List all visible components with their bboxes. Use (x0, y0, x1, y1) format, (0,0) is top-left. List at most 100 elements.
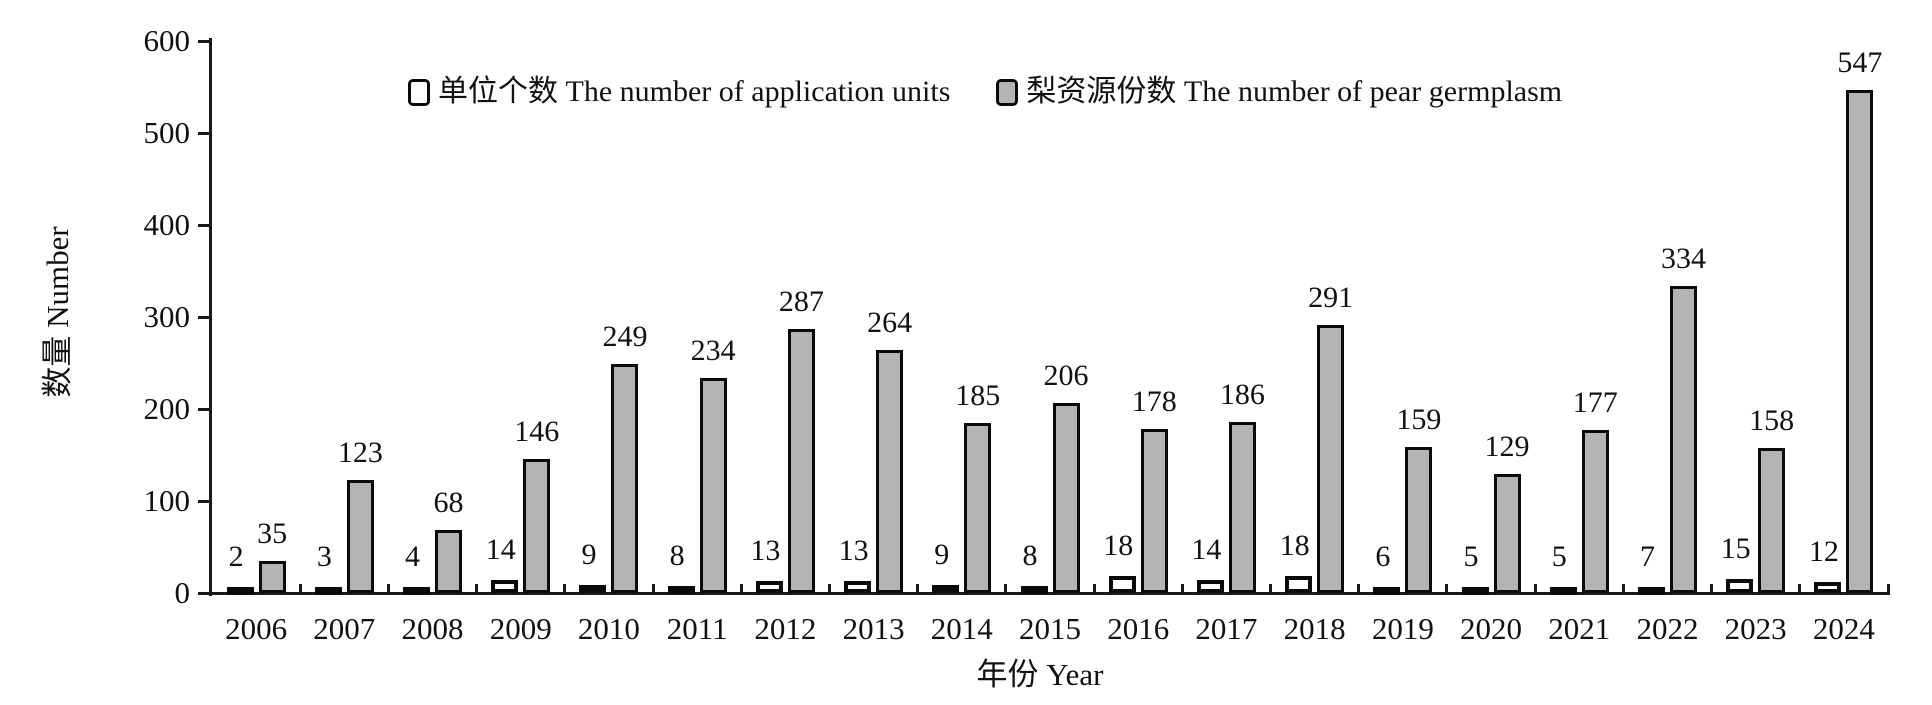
bar-units-2007 (314, 587, 342, 595)
bar-units-2020 (1461, 587, 1489, 595)
year-tick-label-2010: 2010 (577, 611, 640, 646)
value-label-germplasm-2009: 146 (514, 414, 560, 448)
bar-units-2018 (1285, 576, 1313, 593)
value-label-units-2007: 3 (316, 540, 332, 573)
value-label-germplasm-2017: 186 (1219, 377, 1265, 411)
value-label-germplasm-2021: 177 (1572, 386, 1618, 420)
year-tick-label-2018: 2018 (1283, 611, 1346, 646)
x-tick (1180, 584, 1184, 593)
value-label-germplasm-2022: 334 (1660, 241, 1706, 275)
value-label-germplasm-2019: 159 (1396, 402, 1442, 436)
x-tick (1445, 584, 1449, 593)
bar-units-2015 (1020, 585, 1048, 594)
bar-units-2019 (1373, 587, 1401, 595)
x-tick (1886, 584, 1890, 593)
value-label-units-2009: 14 (485, 533, 516, 567)
value-label-units-2012: 13 (750, 534, 781, 568)
bar-units-2008 (403, 587, 431, 595)
bar-germplasm-2014 (964, 422, 992, 593)
bar-units-2017 (1196, 580, 1224, 593)
x-tick (1357, 584, 1361, 593)
value-label-units-2018: 18 (1279, 529, 1310, 563)
year-tick-label-2014: 2014 (930, 611, 993, 646)
y-tick-label: 0 (174, 575, 191, 610)
value-label-germplasm-2006: 35 (257, 516, 288, 550)
y-tick-label: 500 (143, 115, 191, 150)
value-label-germplasm-2012: 287 (778, 284, 824, 318)
year-tick-label-2015: 2015 (1018, 611, 1081, 646)
value-label-units-2014: 9 (934, 537, 950, 571)
value-label-units-2024: 12 (1808, 534, 1839, 568)
value-label-units-2021: 5 (1551, 540, 1567, 573)
bar-germplasm-2011 (699, 377, 727, 593)
value-label-units-2019: 6 (1375, 540, 1391, 573)
value-label-germplasm-2016: 178 (1131, 385, 1177, 419)
year-tick-label-2007: 2007 (313, 611, 376, 646)
value-label-germplasm-2010: 249 (602, 319, 648, 353)
value-label-units-2008: 4 (405, 540, 421, 573)
x-tick (475, 584, 479, 593)
value-label-germplasm-2008: 68 (433, 486, 464, 520)
y-tick (198, 499, 209, 503)
value-label-germplasm-2011: 234 (690, 333, 736, 367)
year-tick-label-2024: 2024 (1812, 611, 1875, 646)
y-tick-label: 600 (143, 23, 191, 58)
x-tick (1092, 584, 1096, 593)
value-label-germplasm-2020: 129 (1484, 430, 1530, 464)
y-axis-title: 数量 Number (40, 226, 75, 398)
bar-germplasm-2013 (876, 350, 904, 593)
y-axis-line (209, 38, 212, 596)
year-tick-label-2016: 2016 (1107, 611, 1170, 646)
x-tick (1798, 584, 1802, 593)
year-tick-label-2013: 2013 (842, 611, 905, 646)
bar-germplasm-2010 (611, 363, 639, 593)
y-tick (198, 39, 209, 43)
bar-germplasm-2012 (787, 328, 815, 593)
bar-units-2009 (491, 580, 519, 593)
bar-germplasm-2024 (1846, 89, 1874, 593)
bar-germplasm-2017 (1228, 421, 1256, 593)
value-label-germplasm-2007: 123 (337, 435, 383, 469)
year-tick-label-2023: 2023 (1724, 611, 1787, 646)
y-tick-label: 400 (143, 207, 191, 242)
year-tick-label-2020: 2020 (1460, 611, 1523, 646)
value-label-units-2015: 8 (1022, 538, 1038, 572)
x-tick (1004, 584, 1008, 593)
bar-germplasm-2022 (1669, 285, 1697, 593)
value-label-units-2006: 2 (228, 540, 244, 573)
bar-units-2021 (1549, 587, 1577, 595)
value-label-units-2010: 9 (581, 537, 597, 571)
units-swatch-icon (408, 78, 430, 106)
value-label-units-2016: 18 (1103, 529, 1134, 563)
x-tick (563, 584, 567, 593)
value-label-units-2013: 13 (838, 534, 869, 568)
bar-germplasm-2009 (523, 458, 551, 593)
y-tick-label: 300 (143, 299, 191, 334)
value-label-germplasm-2013: 264 (867, 306, 913, 340)
bar-units-2006 (226, 587, 254, 595)
y-tick (198, 131, 209, 135)
bar-units-2010 (579, 584, 607, 593)
value-label-units-2020: 5 (1463, 540, 1479, 573)
y-tick (198, 315, 209, 319)
value-label-germplasm-2024: 547 (1837, 45, 1883, 79)
x-tick (1269, 584, 1273, 593)
year-tick-label-2012: 2012 (754, 611, 817, 646)
legend-item-germplasm: 梨资源份数 The number of pear germplasm (996, 74, 1562, 110)
bar-germplasm-2015 (1052, 403, 1080, 593)
x-tick (386, 584, 390, 593)
year-tick-label-2011: 2011 (666, 611, 728, 646)
bar-germplasm-2019 (1405, 446, 1433, 593)
year-tick-label-2009: 2009 (489, 611, 552, 646)
year-tick-label-2008: 2008 (401, 611, 464, 646)
year-tick-label-2021: 2021 (1548, 611, 1611, 646)
bar-germplasm-2016 (1140, 429, 1168, 593)
x-tick (1710, 584, 1714, 593)
value-label-units-2022: 7 (1639, 539, 1655, 573)
value-label-germplasm-2018: 291 (1308, 281, 1354, 315)
value-label-units-2023: 15 (1720, 532, 1751, 566)
bar-units-2022 (1637, 586, 1665, 595)
value-label-germplasm-2014: 185 (955, 378, 1001, 412)
bar-germplasm-2023 (1758, 447, 1786, 593)
